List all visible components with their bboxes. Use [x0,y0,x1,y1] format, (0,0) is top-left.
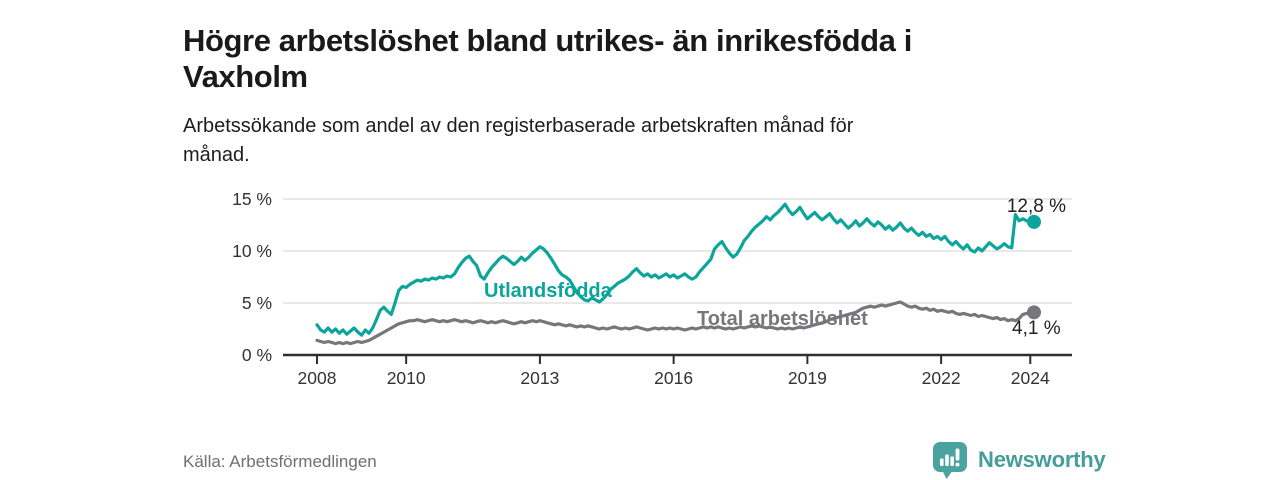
series-line [315,300,1036,346]
series-line [315,202,1036,337]
y-axis-tick-label: 0 % [242,345,272,365]
y-axis-tick-label: 10 % [232,241,272,261]
newsworthy-logo-icon [933,442,967,479]
x-axis-tick-label: 2016 [654,368,693,388]
newsworthy-wordmark: Newsworthy [978,447,1106,472]
series-inline-label: Total arbetslöshet [697,308,868,330]
page-title: Högre arbetslöshet bland utrikes- än inr… [183,22,912,95]
x-axis-tick-label: 2013 [520,368,559,388]
chart-subtitle: Arbetssökande som andel av den registerb… [183,115,854,166]
series-total-arbetsl-shet [315,300,1041,346]
series-inline-label: Utlandsfödda [484,280,613,302]
y-axis-tick-label: 15 % [232,189,272,209]
newsworthy-brand: Newsworthy [932,441,1106,479]
series-end-value-label: 12,8 % [1007,196,1066,217]
gridlines [283,198,1072,304]
x-axis-tick-label: 2022 [922,368,961,388]
x-axis-tick-label: 2019 [788,368,827,388]
unemployment-line-chart: 0 % 5 % 10 % 15 % 2008 2010 2013 2016 2019 2022 20… [232,189,1072,388]
series-end-dot [1026,305,1041,320]
x-axis-tick-label: 2024 [1011,368,1050,388]
x-axis-tick-label: 2008 [298,368,337,388]
series-utlandsf-dda [315,202,1041,337]
x-axis-tick-label: 2010 [387,368,426,388]
source-note: Källa: Arbetsförmedlingen [183,452,377,471]
series-end-value-label: 4,1 % [1012,318,1061,339]
y-axis-tick-label: 5 % [242,293,272,313]
series-end-dot [1026,214,1041,229]
